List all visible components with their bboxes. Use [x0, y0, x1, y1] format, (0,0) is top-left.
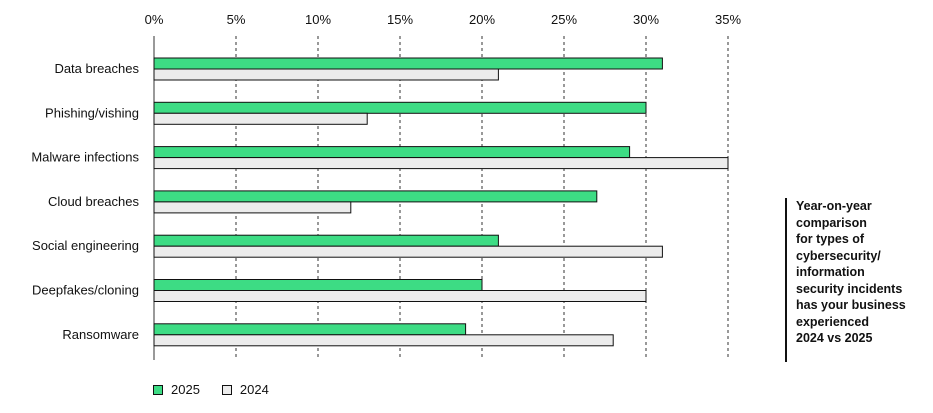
annotation-line: comparison [796, 215, 867, 230]
legend-swatch-2024 [221, 384, 232, 395]
bar-2025 [153, 234, 499, 247]
chart-annotation: Year-on-year comparison for types of cybers… [785, 198, 925, 362]
bar-2025 [153, 190, 598, 203]
x-tick-label: 25% [551, 12, 577, 27]
bars [153, 57, 729, 347]
annotation-line: 2024 vs 2025 [796, 331, 873, 345]
bar-2024 [153, 290, 647, 302]
x-tick-label: 20% [469, 12, 495, 27]
legend-swatch-2025 [153, 384, 163, 395]
x-tick-label: 0% [145, 12, 164, 27]
category-labels: Data breaches Phishing/vishing Malware inf… [31, 61, 139, 342]
annotation-line: experienced [796, 314, 869, 329]
bar-2025 [153, 146, 631, 159]
x-axis-ticks: 0% 5% 10% 15% 20% 25% 30% 35% [145, 12, 742, 27]
bar-2025 [153, 57, 663, 70]
x-tick-label: 15% [387, 12, 413, 27]
annotation-line: information [796, 265, 865, 279]
legend-label-2024: 2024 [239, 382, 269, 397]
category-label: Ransomware [62, 327, 139, 342]
annotation-line: for types of [796, 232, 865, 246]
annotation-line: security incidents [796, 281, 903, 296]
x-tick-label: 30% [633, 12, 659, 27]
category-label: Social engineering [32, 238, 139, 253]
annotation-line: Year-on-year [796, 199, 872, 213]
bar-2024 [153, 245, 663, 258]
bar-2024 [153, 157, 729, 170]
legend-label-2025: 2025 [171, 382, 200, 397]
x-tick-label: 5% [227, 12, 246, 27]
category-label: Cloud breaches [48, 194, 140, 209]
bar-2024 [153, 334, 614, 347]
annotation-line: cybersecurity/ [796, 248, 881, 263]
bar-chart: 0% 5% 10% 15% 20% 25% 30% 35% Data breaches Phis… [31, 12, 742, 360]
legend: 2025 2024 [153, 382, 291, 397]
bar-2025 [153, 323, 467, 336]
category-label: Deepfakes/cloning [32, 283, 139, 298]
category-label: Data breaches [54, 61, 139, 76]
annotation-line: has your business [796, 298, 906, 312]
bar-2024 [153, 68, 499, 81]
legend-item-2024: 2024 [221, 382, 269, 397]
category-label: Phishing/vishing [45, 105, 139, 120]
legend-item-2025: 2025 [153, 382, 200, 397]
bar-2024 [153, 201, 352, 214]
x-tick-label: 10% [305, 12, 331, 27]
bar-2024 [153, 112, 368, 125]
bar-2025 [153, 101, 647, 114]
category-label: Malware infections [31, 150, 139, 165]
bar-2025 [153, 279, 483, 291]
x-tick-label: 35% [715, 12, 741, 27]
